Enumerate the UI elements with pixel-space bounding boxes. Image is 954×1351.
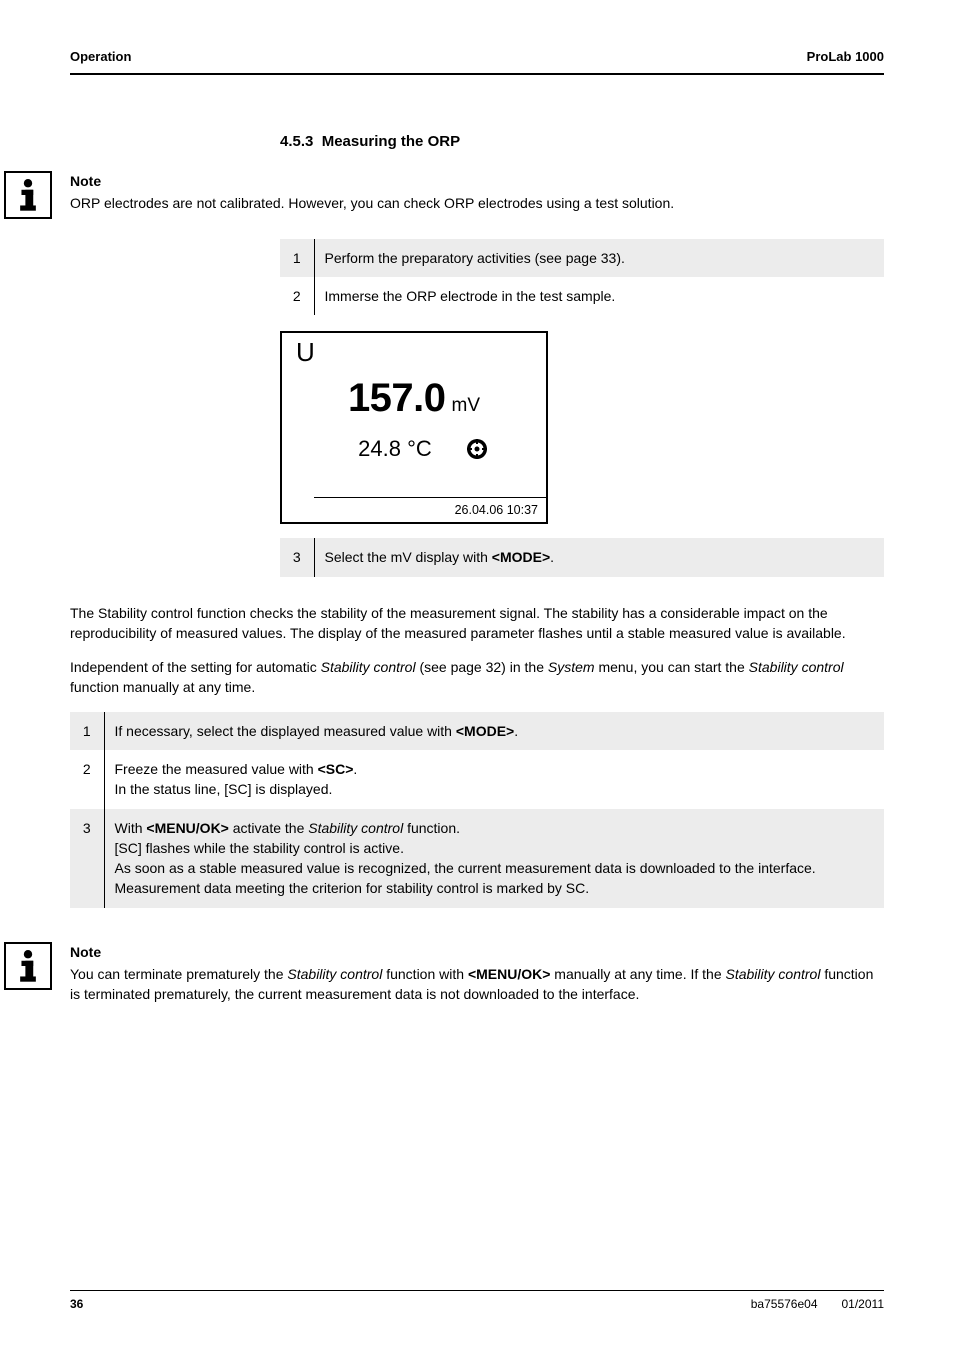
stability-para-1: The Stability control function checks th… <box>70 603 884 644</box>
step-num: 1 <box>70 712 104 750</box>
note-text: ORP electrodes are not calibrated. Howev… <box>70 193 884 213</box>
step-num: 3 <box>70 809 104 908</box>
display-mode-label: U <box>296 339 532 365</box>
instrument-display: U 157.0 mV 24.8 °C <box>280 331 548 524</box>
step-text: Immerse the ORP electrode in the test sa… <box>314 277 884 315</box>
header-left: Operation <box>70 48 131 67</box>
display-value: 157.0 <box>348 376 446 420</box>
step-num: 2 <box>280 277 314 315</box>
info-icon <box>4 171 52 219</box>
steps-table-1b: 3 Select the mV display with <MODE>. <box>280 538 884 576</box>
note-label: Note <box>70 942 884 962</box>
page-number: 36 <box>70 1296 83 1313</box>
note-text: You can terminate prematurely the Stabil… <box>70 964 884 1005</box>
doc-id: ba75576e04 <box>751 1296 818 1313</box>
section-title: 4.5.3 Measuring the ORP <box>280 131 884 153</box>
step-text: Perform the preparatory activities (see … <box>314 239 884 277</box>
step-text: With <MENU/OK> activate the Stability co… <box>104 809 884 908</box>
section-number: 4.5.3 <box>280 133 313 150</box>
step-num: 2 <box>70 750 104 809</box>
info-icon <box>4 942 52 990</box>
stability-control-label: Stability control <box>0 603 70 627</box>
step-text: If necessary, select the displayed measu… <box>104 712 884 750</box>
page-header: Operation ProLab 1000 <box>70 48 884 75</box>
steps-table-1: 1 Perform the preparatory activities (se… <box>280 239 884 316</box>
sensor-icon <box>466 438 488 460</box>
stability-para-2: Independent of the setting for automatic… <box>70 657 884 698</box>
step-num: 3 <box>280 538 314 576</box>
display-temp: 24.8 °C <box>358 433 432 465</box>
display-timestamp: 26.04.06 10:37 <box>314 497 546 522</box>
doc-date: 01/2011 <box>842 1296 885 1313</box>
header-right: ProLab 1000 <box>807 48 884 67</box>
section-heading: Measuring the ORP <box>322 133 460 150</box>
step-text: Freeze the measured value with <SC>.In t… <box>104 750 884 809</box>
display-unit: mV <box>452 395 481 416</box>
steps-table-2: 1 If necessary, select the displayed mea… <box>70 712 884 908</box>
page-footer: 36 ba75576e04 01/2011 <box>70 1290 884 1313</box>
step-text: Select the mV display with <MODE>. <box>314 538 884 576</box>
note-label: Note <box>70 171 884 191</box>
step-num: 1 <box>280 239 314 277</box>
